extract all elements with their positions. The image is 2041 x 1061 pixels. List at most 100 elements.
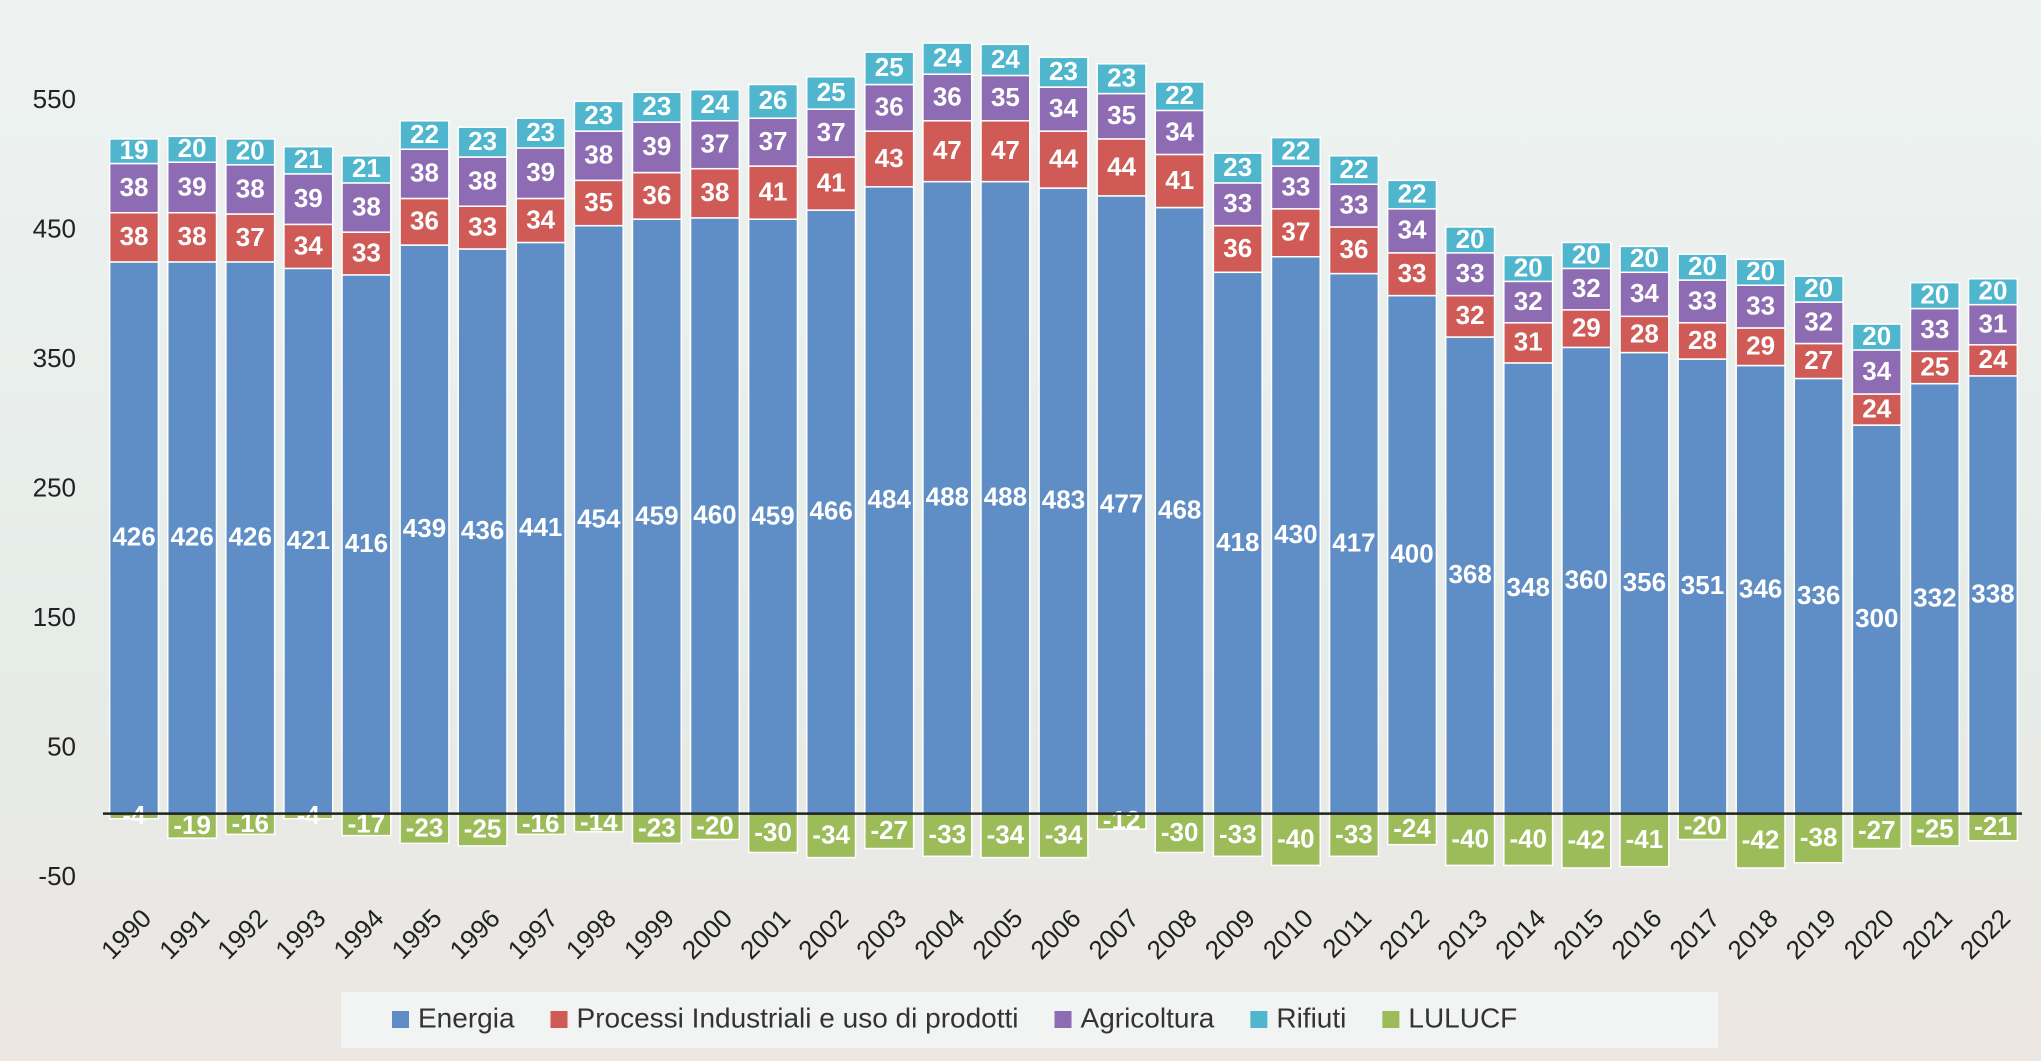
data-label: -30 <box>754 817 792 847</box>
bar-segment <box>573 130 624 182</box>
bar-segment <box>108 162 160 214</box>
bar-segment <box>1386 208 1438 254</box>
data-label: -30 <box>1161 817 1199 847</box>
data-label: 47 <box>933 135 962 165</box>
bar-segment <box>1735 812 1786 869</box>
x-tick-label: 2020 <box>1838 903 1900 965</box>
data-label: -27 <box>1858 815 1896 845</box>
bar-segment <box>1967 375 2019 815</box>
bar-segment <box>1154 812 1205 854</box>
data-label: 34 <box>1630 278 1659 308</box>
data-label: 35 <box>584 187 613 217</box>
data-label: -40 <box>1277 823 1315 853</box>
data-label: 20 <box>1746 256 1775 286</box>
bar-segment <box>1270 136 1322 167</box>
data-label: 38 <box>468 166 497 196</box>
data-label: -25 <box>464 814 502 844</box>
x-tick-label: 2018 <box>1722 903 1784 965</box>
legend-box <box>341 992 1718 1048</box>
data-label: 20 <box>1456 224 1485 254</box>
data-label: -34 <box>1045 819 1083 849</box>
data-label: 332 <box>1913 582 1956 612</box>
data-label: 36 <box>1339 234 1368 264</box>
data-label: -14 <box>580 807 618 837</box>
data-label: 348 <box>1507 572 1550 602</box>
bar-segment <box>1851 393 1902 426</box>
data-label: 20 <box>1920 279 1949 309</box>
data-label: 418 <box>1216 527 1259 557</box>
data-label: 23 <box>1223 152 1252 182</box>
data-label: -42 <box>1742 825 1780 855</box>
data-label: 39 <box>642 131 671 161</box>
y-tick-label: 450 <box>33 214 76 244</box>
bar-segment <box>1967 303 2019 346</box>
bar-segment <box>1561 309 1612 349</box>
data-label: 23 <box>526 117 555 147</box>
data-label: 32 <box>1514 286 1543 316</box>
data-label: 20 <box>1978 276 2007 306</box>
bar-segment <box>1503 362 1554 815</box>
data-label: 22 <box>1281 136 1310 166</box>
data-label: 24 <box>991 44 1020 74</box>
x-tick-label: 2022 <box>1954 903 2016 965</box>
data-label: 38 <box>178 221 207 251</box>
data-label: -12 <box>1103 805 1141 835</box>
data-label: -40 <box>1451 823 1489 853</box>
data-label: 41 <box>817 167 846 197</box>
data-label: -25 <box>1916 814 1954 844</box>
data-label: 426 <box>170 522 213 552</box>
bar-segment <box>1212 182 1263 227</box>
bar-segment <box>864 186 915 815</box>
data-label: -33 <box>1219 819 1257 849</box>
data-label: 20 <box>236 136 265 166</box>
data-label: 39 <box>178 171 207 201</box>
data-label: -21 <box>1974 811 2012 841</box>
bar-segment <box>1793 812 1844 864</box>
bar-segment <box>980 812 1031 859</box>
data-label: -23 <box>406 812 444 842</box>
data-label: -24 <box>1393 813 1431 843</box>
x-tick-label: 1992 <box>211 903 273 965</box>
data-label: -27 <box>870 815 908 845</box>
data-label: 483 <box>1042 485 1085 515</box>
bar-segment <box>1503 812 1554 867</box>
data-label: 41 <box>1165 165 1194 195</box>
bar-segment <box>1096 195 1147 815</box>
data-label: 23 <box>1107 63 1136 93</box>
bar-segment <box>747 812 799 854</box>
x-tick-label: 2013 <box>1431 903 1493 965</box>
bar-segment <box>1096 92 1147 140</box>
bar-segment <box>1851 812 1902 850</box>
data-label: 23 <box>1049 56 1078 86</box>
data-label: 460 <box>693 500 736 530</box>
bar-segment <box>747 83 799 119</box>
bar-segment <box>805 812 857 859</box>
bar-segment <box>1328 154 1380 185</box>
data-label: 20 <box>1514 252 1543 282</box>
data-label: -33 <box>1335 819 1373 849</box>
bar-segment <box>1561 812 1612 869</box>
data-label: 38 <box>700 177 729 207</box>
data-label: -20 <box>1684 810 1722 840</box>
bar-segment <box>283 173 334 226</box>
data-label: 20 <box>1572 239 1601 269</box>
bar-segment <box>689 167 741 219</box>
data-label: 29 <box>1746 331 1775 361</box>
bar-segment <box>1154 81 1205 112</box>
x-tick-label: 1990 <box>95 903 157 965</box>
legend-label: Energia <box>418 1002 515 1033</box>
data-label: 21 <box>352 153 381 183</box>
x-tick-label: 1994 <box>327 903 389 965</box>
bar-segment <box>399 244 450 815</box>
bar-segment <box>1677 812 1728 841</box>
legend-swatch <box>392 1011 409 1028</box>
bar-segment <box>1735 258 1786 286</box>
x-tick-label: 2001 <box>734 903 796 965</box>
bar-segment <box>864 812 915 850</box>
bar-segment <box>805 75 857 110</box>
bar-segment <box>166 161 218 214</box>
data-label: 37 <box>700 129 729 159</box>
bar-segment <box>1038 187 1089 815</box>
data-label: 356 <box>1623 567 1666 597</box>
data-label: 35 <box>1107 100 1136 130</box>
